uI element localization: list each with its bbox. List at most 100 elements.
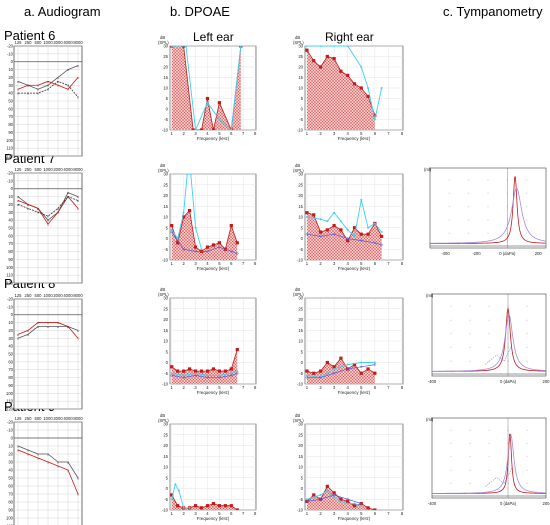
tymp-grid-mark: + [448,178,450,182]
dpoae-x-tick: 1 [171,261,174,266]
dpoae-x-tick: 3 [333,131,336,136]
audiogram-y-tick: -10 [7,178,14,183]
dpoae-cyan-marker [360,198,363,201]
audiogram-y-tick: 20 [8,202,13,207]
dpoae-plot-area [305,356,377,384]
dpoae-red-marker [193,369,198,373]
dpoae-x-tick: 6 [230,385,233,390]
audiogram-y-tick: 10 [8,67,13,72]
dpoae-blue-marker [194,373,198,377]
dpoae-cyan-marker [185,46,188,47]
audiogram-y-tick: -20 [7,297,14,302]
audiogram-symbol: x [37,320,39,325]
audiogram-y-tick: 100 [6,265,14,270]
audiogram-symbol: x [57,320,59,325]
dpoae-x-tick: 4 [347,261,350,266]
dpoae-cyan-marker [367,226,370,229]
audiogram-symbol: o [37,324,40,329]
dpoae-x-tick: 4 [347,385,350,390]
tymp-grid-mark: + [469,442,471,446]
tymp-grid-mark: + [469,359,471,363]
dpoae-blue-marker [346,236,350,241]
dpoae-cyan-marker [170,228,173,231]
audiogram-y-tick: 60 [8,233,13,238]
audiogram-x-tick: 125 [15,40,23,45]
tymp-blue-trace [485,468,513,487]
audiogram-y-tick: -20 [7,171,14,176]
audiogram-y-tick: -10 [7,51,14,56]
audiogram-x-tick: 250 [25,167,33,172]
audiogram-symbol: x [37,455,39,460]
audiogram-y-tick: 100 [6,138,14,143]
dpoae-x-tick: 6 [374,261,377,266]
dpoae-blue-line [171,372,238,378]
dpoae-x-tick: 4 [206,131,209,136]
audiogram-y-tick: 80 [8,500,13,505]
dpoae-y-tick: 5 [301,349,304,354]
dpoae-y-tick: 5 [166,225,169,230]
dpoae-red-marker [187,208,192,213]
dpoae-unit: (SPL) [293,168,304,173]
audiogram-y-tick: -10 [7,304,14,309]
dpoae-cyan-marker [170,498,173,501]
dpoae-x-tick: 7 [242,131,245,136]
dpoae-unit: (SPL) [158,168,169,173]
dpoae-y-tick: -5 [299,371,303,376]
audiogram-y-tick: 70 [8,241,13,246]
dpoae-red-marker [229,504,233,508]
dpoae-red-marker [170,224,174,228]
audiogram-symbol: o [27,447,30,452]
dpoae-red-marker [380,234,384,238]
audiogram-y-tick: 90 [8,508,13,513]
dpoae-y-tick: 30 [163,422,168,427]
tymp-grid-mark: + [488,482,490,486]
audiogram-y-tick: 40 [8,218,13,223]
dpoae-cyan-marker [373,361,376,364]
dpoae-cyan-marker [333,46,336,47]
audiogram-symbol: o [17,443,20,448]
dpoae-blue-marker [318,497,323,501]
audiogram-y-tick: 60 [8,359,13,364]
dpoae-cyan-marker [367,87,370,89]
dpoae-x-tick: 6 [374,385,377,390]
dpoae-y-tick: 5 [301,475,304,480]
dpoae-red-marker [332,57,336,61]
dpoae-y-tick: 10 [163,86,168,91]
audiogram-symbol: o [77,194,80,199]
dpoae-x-tick: 1 [306,261,309,266]
dpoae-red-marker [312,371,316,375]
dpoae-cyan-marker [305,374,308,377]
audiogram-y-tick: 10 [8,320,13,325]
dpoae-cyan-marker [353,235,356,238]
dpoae-unit: dB [295,287,300,292]
dpoae-y-tick: -5 [164,247,168,252]
dpoae-x-title: Frequency (kHz) [197,390,230,395]
dpoae-y-tick: 20 [298,193,303,198]
audiogram-series-line [17,77,79,90]
dpoae-red-marker [359,501,363,506]
audiogram-y-tick: 110 [6,273,13,278]
audiogram-title: a. Audiogram [24,4,101,19]
dpoae-y-tick: 10 [298,339,303,344]
dpoae-cyan-marker [346,502,349,505]
audiogram-symbol: x [47,79,49,84]
dpoae-x-tick: 5 [218,385,221,390]
dpoae-y-tick: 20 [298,65,303,70]
dpoae-panel-4: 30 25 20 15 10 5 0 -5 -101 2 3 4 5 6 7 8 dB(SPL) Frequenc… [158,287,257,395]
tymp-grid-mark: + [469,346,471,350]
dpoae-y-tick: 10 [298,465,303,470]
dpoae-y-tick: 25 [163,182,168,187]
dpoae-y-tick: -5 [299,247,303,252]
audiogram-x-tick: 4000 [63,416,73,421]
audiogram-x-tick: 500 [35,40,43,45]
dpoae-blue-marker [332,493,336,497]
dpoae-cyan-marker [360,361,363,364]
audiogram-y-tick: 50 [8,352,13,357]
dpoae-red-marker [205,245,210,249]
dpoae-y-tick: 0 [301,107,304,112]
audiogram-symbol: o [67,67,70,72]
dpoae-cyan-marker [380,87,383,89]
dpoae-x-tick: 8 [254,131,257,136]
dpoae-panel-3: 30 25 20 15 10 5 0 -5 -101 2 3 4 5 6 7 8 dB(SPL) Frequenc… [293,163,404,271]
tymp-grid-mark: + [526,232,528,236]
